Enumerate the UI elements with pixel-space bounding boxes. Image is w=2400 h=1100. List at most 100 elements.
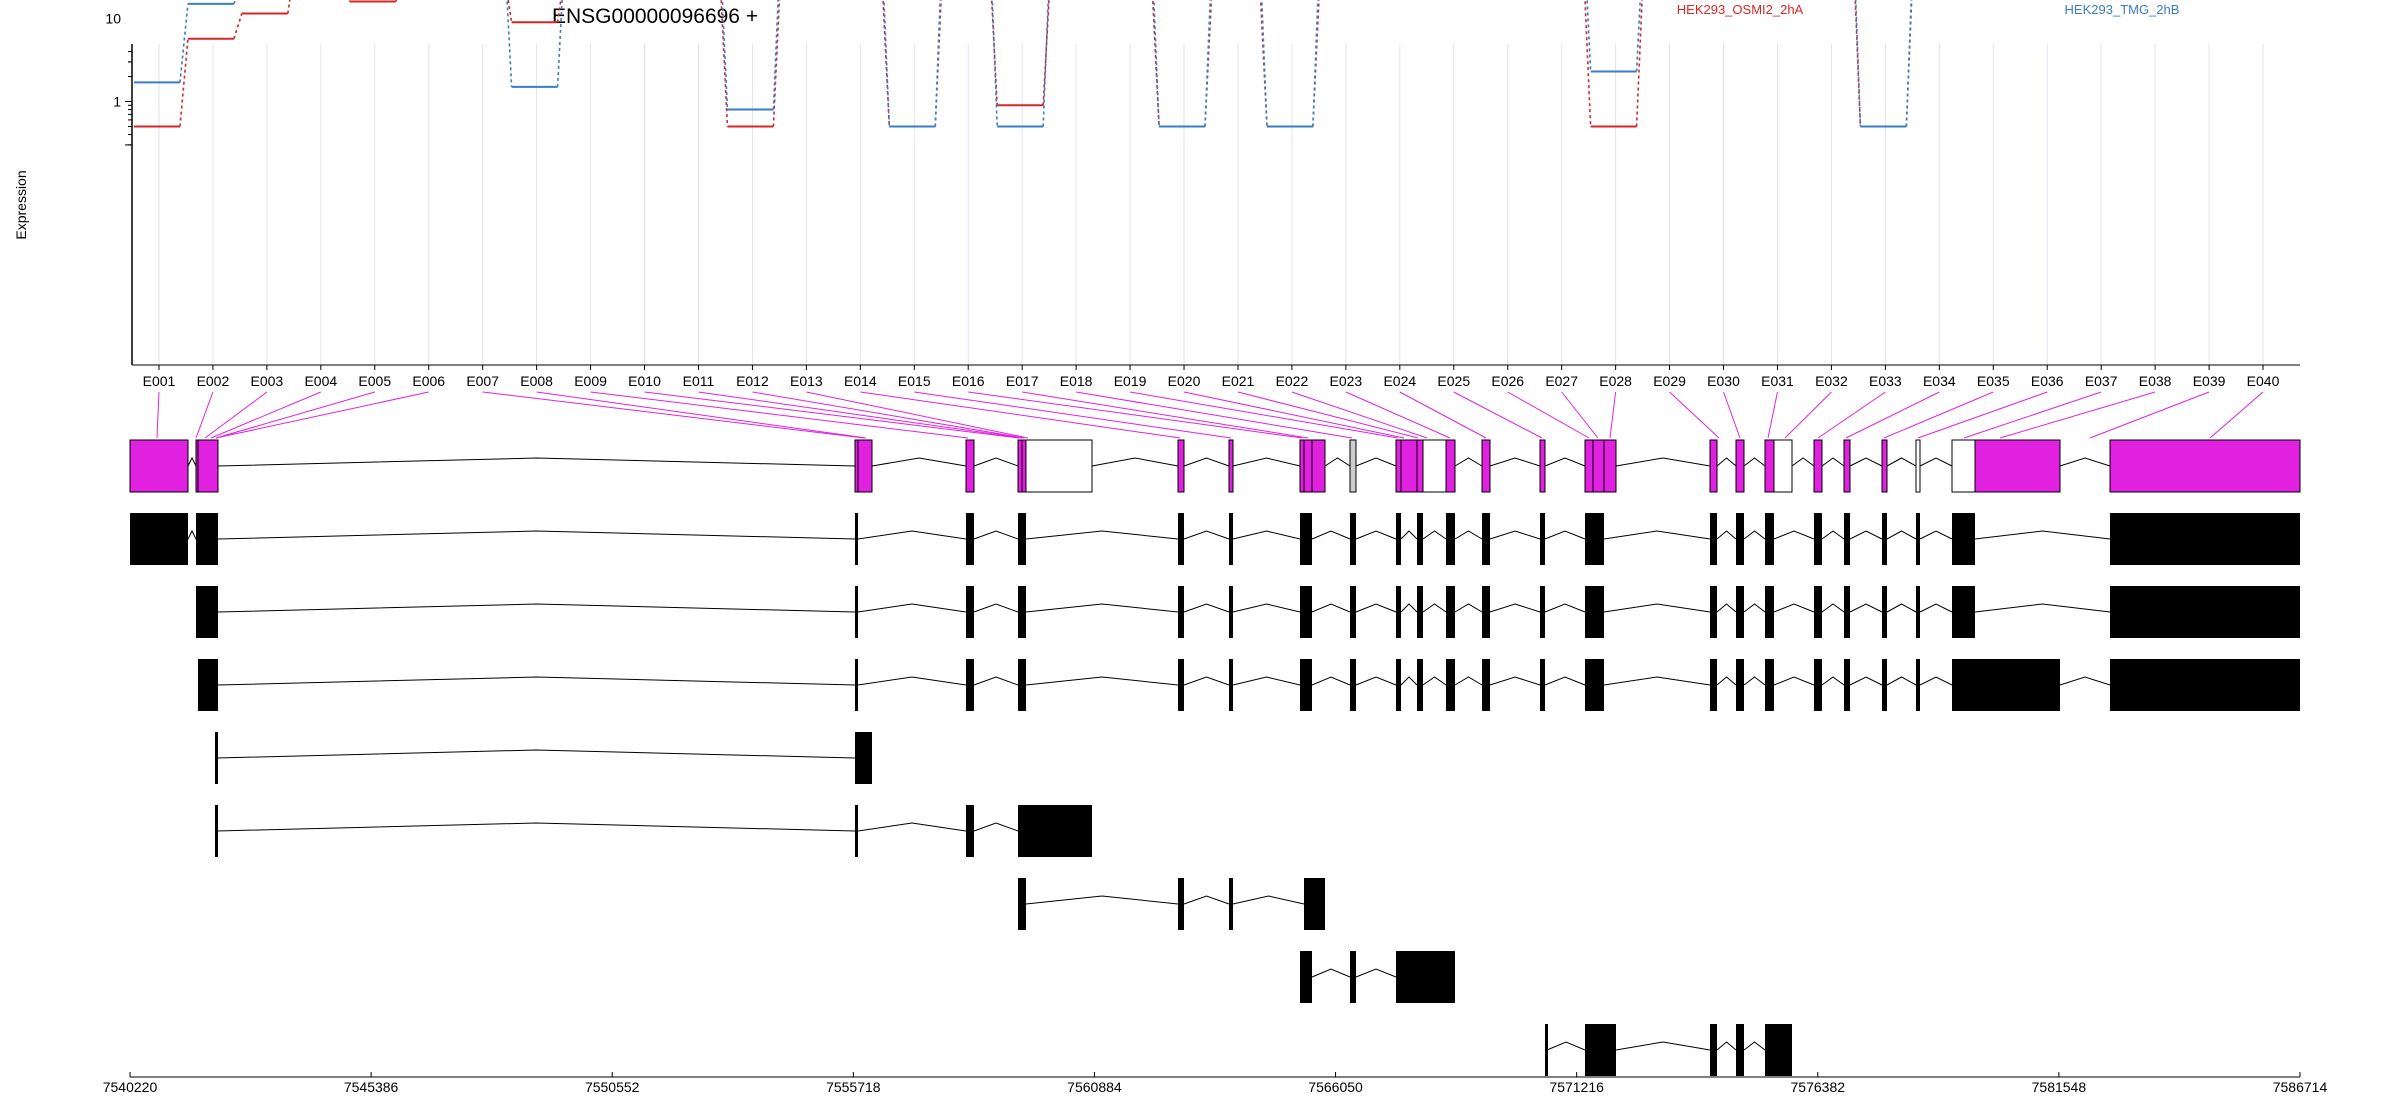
series-connector (1635, 0, 1642, 72)
intron-line (1232, 530, 1301, 540)
intron-line (1422, 676, 1447, 686)
intron-line (1821, 603, 1845, 613)
x-tick-label: E035 (1977, 373, 2010, 389)
exon-label-connector (1817, 391, 1886, 439)
intron-line (1716, 1041, 1737, 1051)
transcript-exon (966, 659, 974, 711)
genomic-tick-label: 7550552 (585, 1079, 640, 1095)
exon-label-connector (1845, 391, 1940, 439)
transcript-exon (215, 732, 218, 784)
series-connector (1151, 0, 1160, 127)
intron-line (1615, 457, 1711, 467)
series-connector (772, 0, 779, 110)
exon-box (1311, 439, 1326, 493)
intron-line (1603, 530, 1711, 540)
transcript-exon (1229, 513, 1233, 565)
transcript-exon (1417, 513, 1423, 565)
intron-line (1886, 603, 1917, 613)
exon-label-connector (1669, 391, 1720, 439)
intron-line (1544, 676, 1586, 686)
transcript-exon (1178, 659, 1184, 711)
intron-line (1716, 530, 1737, 540)
intron-line (1311, 968, 1351, 978)
exon-label-connector (195, 391, 214, 439)
transcript-exon (1814, 659, 1822, 711)
transcript-exon (1446, 586, 1455, 638)
x-tick-label: E024 (1383, 373, 1416, 389)
genomic-tick-label: 7576382 (1791, 1079, 1846, 1095)
transcript-exon (1952, 513, 1975, 565)
transcript-exon (1304, 878, 1325, 930)
transcript-exon (1300, 513, 1312, 565)
transcript-exon (1882, 659, 1887, 711)
transcript-exon (1952, 659, 2060, 711)
exon-label-connector (1399, 391, 1487, 439)
x-tick-label: E038 (2139, 373, 2172, 389)
legend-series-1: HEK293_OSMI2_2hA (1677, 2, 1804, 17)
y-tick-label: 10 (105, 11, 121, 27)
intron-line (217, 530, 856, 540)
x-tick-label: E036 (2031, 373, 2064, 389)
exon-box (1025, 439, 1093, 493)
exon-box (1400, 439, 1418, 493)
exon-box (1951, 439, 1976, 493)
series-connector (1259, 0, 1268, 127)
intron-line (1849, 530, 1883, 540)
transcript-exon (1765, 513, 1774, 565)
exon-box (857, 439, 873, 493)
intron-line (187, 529, 197, 540)
x-tick-label: E014 (844, 373, 877, 389)
exon-label-connector (914, 391, 1232, 439)
transcript-exon (855, 513, 858, 565)
intron-line (1919, 676, 1953, 686)
series-connector (934, 0, 941, 127)
intron-line (1183, 457, 1230, 467)
intron-line (217, 603, 856, 613)
transcript-exon (1396, 951, 1455, 1003)
transcript-exon (966, 805, 974, 857)
intron-line (1454, 603, 1483, 613)
x-tick-label: E025 (1437, 373, 1470, 389)
exon-label-connector (1183, 391, 1405, 439)
intron-line (1821, 530, 1845, 540)
exon-box (1974, 439, 2061, 493)
transcript-exon (1585, 513, 1604, 565)
intron-line (1355, 457, 1397, 467)
transcript-4 (215, 732, 872, 784)
exon-label-connector (698, 391, 1023, 439)
transcript-6 (1018, 878, 1325, 930)
intron-line (1400, 603, 1418, 613)
genomic-tick-label: 7566050 (1308, 1079, 1363, 1095)
transcript-exon (1417, 586, 1423, 638)
transcript-3 (198, 659, 2300, 711)
exon-label-connector (1345, 391, 1451, 439)
series-connector (179, 3, 189, 83)
series-connector (1905, 0, 1913, 127)
intron-line (1743, 457, 1766, 467)
transcript-exon (1710, 586, 1717, 638)
exon-box (1584, 439, 1594, 493)
exon-label-connector (1784, 391, 1832, 439)
intron-line (1025, 895, 1179, 905)
feature-track (129, 439, 2301, 493)
intron-line (973, 676, 1019, 686)
series-connector (1312, 0, 1319, 127)
x-tick-label: E040 (2247, 373, 2280, 389)
exon-label-connector (1999, 391, 2156, 439)
intron-line (1454, 530, 1483, 540)
x-tick-label: E033 (1869, 373, 1902, 389)
x-tick-label: E017 (1006, 373, 1039, 389)
intron-line (1355, 676, 1397, 686)
x-tick-label: E032 (1815, 373, 1848, 389)
transcript-exon (1882, 513, 1887, 565)
transcript-exon (1178, 586, 1184, 638)
intron-line (1773, 603, 1815, 613)
exon-label-connector (1237, 391, 1419, 439)
exon-label-connector (1022, 391, 1309, 439)
series-connector (287, 0, 291, 14)
exon-label-connector (210, 391, 322, 439)
intron-line (1716, 603, 1737, 613)
series-HEK293_OSMI2_2hA (134, 0, 1913, 128)
x-tick-label: E006 (412, 373, 445, 389)
genomic-tick-label: 7581548 (2032, 1079, 2087, 1095)
